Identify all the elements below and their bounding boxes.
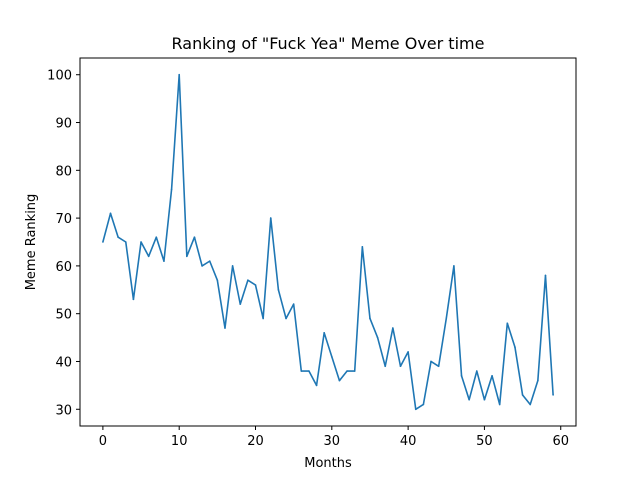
- chart-title: Ranking of "Fuck Yea" Meme Over time: [172, 34, 485, 53]
- data-point: [460, 375, 463, 377]
- y-tick-label: 80: [55, 164, 72, 179]
- data-point: [376, 336, 379, 339]
- data-point: [353, 370, 356, 372]
- data-point: [186, 255, 188, 258]
- data-point: [315, 384, 318, 387]
- data-point: [414, 408, 417, 411]
- x-axis: 0 10 20 30 40 50 60: [99, 426, 569, 449]
- data-point: [453, 265, 455, 267]
- data-point: [346, 370, 348, 372]
- data-point: [476, 370, 478, 372]
- data-point: [514, 346, 516, 348]
- data-point: [124, 241, 127, 243]
- y-axis-label: Meme Ranking: [24, 194, 39, 291]
- data-point: [468, 398, 470, 401]
- data-point: [269, 217, 272, 219]
- plot-area: [102, 73, 554, 411]
- data-point: [445, 317, 448, 320]
- data-point: [140, 241, 142, 243]
- x-tick-label: 40: [400, 434, 417, 449]
- data-point: [491, 375, 493, 377]
- data-point: [506, 322, 509, 325]
- data-point: [247, 279, 249, 282]
- data-point: [201, 265, 203, 267]
- y-axis: 30 40 50 60 70 80 90 100: [47, 69, 80, 418]
- plot-frame: [79, 57, 577, 427]
- data-point: [254, 284, 257, 286]
- data-point: [163, 260, 165, 262]
- data-point: [323, 332, 325, 334]
- data-point: [308, 370, 310, 372]
- y-tick-label: 30: [55, 403, 72, 418]
- data-point: [193, 236, 196, 239]
- data-point: [338, 379, 341, 382]
- data-point: [331, 355, 333, 358]
- data-point: [292, 303, 295, 305]
- x-tick-label: 30: [324, 434, 341, 449]
- data-point: [407, 351, 409, 353]
- data-point: [231, 265, 234, 267]
- data-point: [544, 274, 547, 277]
- data-point: [224, 327, 226, 329]
- data-point: [208, 260, 211, 262]
- x-axis-label: Months: [304, 456, 352, 471]
- data-point: [262, 317, 264, 320]
- x-tick-label: 50: [476, 434, 493, 449]
- x-tick-label: 0: [99, 434, 107, 449]
- data-point: [437, 365, 440, 368]
- data-point: [216, 279, 219, 282]
- y-tick-label: 60: [55, 260, 72, 275]
- x-tick-label: 60: [552, 434, 569, 449]
- data-point: [399, 365, 402, 368]
- data-point: [117, 236, 119, 239]
- data-point: [498, 403, 501, 406]
- data-point: [147, 255, 150, 258]
- data-point: [483, 398, 486, 401]
- data-point: [384, 365, 387, 368]
- data-point: [392, 327, 394, 329]
- series-line: [102, 73, 554, 411]
- data-point: [300, 370, 303, 372]
- data-point: [552, 394, 554, 396]
- data-point: [178, 73, 180, 76]
- data-point: [369, 317, 371, 320]
- data-point: [430, 360, 432, 363]
- data-point: [361, 245, 364, 248]
- data-point: [132, 298, 135, 301]
- data-point: [277, 288, 280, 291]
- data-point: [155, 236, 158, 239]
- x-tick-label: 20: [247, 434, 264, 449]
- x-tick-label: 10: [171, 434, 188, 449]
- data-point: [170, 188, 173, 191]
- data-point: [537, 379, 539, 382]
- data-point: [109, 212, 112, 215]
- data-point: [285, 317, 287, 320]
- y-tick-label: 90: [55, 117, 72, 132]
- data-point: [239, 303, 242, 305]
- y-tick-label: 40: [55, 355, 72, 370]
- data-point: [102, 241, 104, 243]
- data-point: [521, 394, 524, 396]
- data-point: [422, 403, 425, 406]
- data-point: [529, 403, 532, 406]
- y-tick-label: 70: [55, 212, 72, 227]
- y-tick-label: 100: [47, 69, 72, 84]
- y-tick-label: 50: [55, 308, 72, 323]
